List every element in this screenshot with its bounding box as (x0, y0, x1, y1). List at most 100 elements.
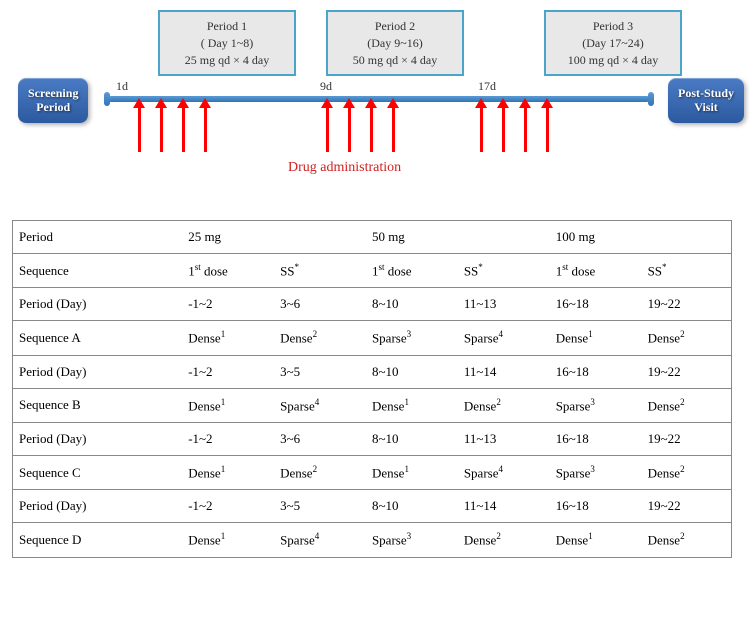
table-cell: 3~6 (274, 422, 366, 455)
table-cell: 1st dose (366, 254, 458, 288)
period-3-box: Period 3 (Day 17~24) 100 mg qd × 4 day (544, 10, 682, 76)
table-cell: 1st dose (550, 254, 642, 288)
table-cell: 8~10 (366, 490, 458, 523)
table-cell: Dense2 (642, 455, 732, 489)
table-cell: Dense1 (550, 523, 642, 557)
table-cell: Sparse3 (366, 321, 458, 355)
table-cell: Dense1 (182, 523, 274, 557)
table-cell: Sparse4 (274, 388, 366, 422)
table-cell: -1~2 (182, 288, 274, 321)
endpoint-line: Screening (28, 86, 78, 100)
timeline-cap-right (648, 92, 654, 106)
drug-arrow-icon (204, 106, 207, 152)
table-cell: Sequence (13, 254, 183, 288)
drug-arrow-icon (160, 106, 163, 152)
table-cell: Sparse3 (550, 455, 642, 489)
period-2-box: Period 2 (Day 9~16) 50 mg qd × 4 day (326, 10, 464, 76)
table-cell: 3~6 (274, 288, 366, 321)
table-cell: Dense2 (274, 455, 366, 489)
table-cell: Sequence B (13, 388, 183, 422)
table-cell: 100 mg (550, 221, 642, 254)
table-row: Period (Day)-1~23~68~1011~1316~1819~22 (13, 288, 732, 321)
table-row: Period25 mg50 mg100 mg (13, 221, 732, 254)
period-dose: 100 mg qd × 4 day (556, 52, 670, 69)
table-cell: Period (Day) (13, 490, 183, 523)
table-cell: SS* (458, 254, 550, 288)
table-cell: Dense2 (642, 523, 732, 557)
table-cell: Sparse4 (458, 321, 550, 355)
table-cell: 25 mg (182, 221, 274, 254)
endpoint-line: Post-Study (678, 86, 734, 100)
table-cell (458, 221, 550, 254)
table-cell: Sparse4 (458, 455, 550, 489)
table-cell: -1~2 (182, 355, 274, 388)
timeline-bar (108, 96, 650, 102)
table-cell: Dense1 (550, 321, 642, 355)
table-cell: 16~18 (550, 355, 642, 388)
table-cell: 16~18 (550, 422, 642, 455)
table-cell: -1~2 (182, 490, 274, 523)
table-cell: 19~22 (642, 422, 732, 455)
drug-arrow-icon (326, 106, 329, 152)
table-cell: Period (Day) (13, 355, 183, 388)
table-cell: 19~22 (642, 490, 732, 523)
period-1-box: Period 1 ( Day 1~8) 25 mg qd × 4 day (158, 10, 296, 76)
screening-period-badge: Screening Period (18, 78, 88, 123)
sequence-table: Period25 mg50 mg100 mgSequence1st doseSS… (12, 220, 732, 558)
table-cell: 8~10 (366, 288, 458, 321)
table-cell (642, 221, 732, 254)
table-cell: 11~13 (458, 422, 550, 455)
table-row: Period (Day)-1~23~58~1011~1416~1819~22 (13, 355, 732, 388)
table-cell: Period (Day) (13, 422, 183, 455)
table-cell: Period (13, 221, 183, 254)
table-row: Sequence1st doseSS*1st doseSS*1st doseSS… (13, 254, 732, 288)
drug-arrow-icon (182, 106, 185, 152)
table-row: Period (Day)-1~23~58~1011~1416~1819~22 (13, 490, 732, 523)
endpoint-line: Period (28, 100, 78, 114)
table-cell: 16~18 (550, 490, 642, 523)
table-cell: Dense1 (182, 455, 274, 489)
table-cell: Dense2 (642, 321, 732, 355)
table-cell: 11~14 (458, 490, 550, 523)
table-cell: Sparse3 (366, 523, 458, 557)
period-days: ( Day 1~8) (170, 35, 284, 52)
table-cell: -1~2 (182, 422, 274, 455)
table-row: Period (Day)-1~23~68~1011~1316~1819~22 (13, 422, 732, 455)
table-cell: Sparse3 (550, 388, 642, 422)
table-cell: Dense2 (642, 388, 732, 422)
table-cell: Dense1 (182, 321, 274, 355)
table-cell: 11~14 (458, 355, 550, 388)
table-cell: 11~13 (458, 288, 550, 321)
drug-arrow-icon (392, 106, 395, 152)
table-cell: Dense2 (458, 523, 550, 557)
table-cell: Sequence A (13, 321, 183, 355)
table-cell: SS* (642, 254, 732, 288)
table-cell: 1st dose (182, 254, 274, 288)
table-cell: 8~10 (366, 422, 458, 455)
table-row: Sequence CDense1Dense2Dense1Sparse4Spars… (13, 455, 732, 489)
table-cell: 16~18 (550, 288, 642, 321)
table-cell: 19~22 (642, 288, 732, 321)
table-cell: 3~5 (274, 490, 366, 523)
day-label: 1d (116, 79, 128, 94)
table-cell: Period (Day) (13, 288, 183, 321)
drug-administration-label: Drug administration (288, 160, 401, 176)
table-cell: Dense2 (274, 321, 366, 355)
period-days: (Day 9~16) (338, 35, 452, 52)
table-cell: Dense1 (182, 388, 274, 422)
table-cell: Dense1 (366, 388, 458, 422)
table-cell: Sparse4 (274, 523, 366, 557)
drug-arrow-icon (138, 106, 141, 152)
table-cell: 8~10 (366, 355, 458, 388)
study-timeline-diagram: Period 1 ( Day 1~8) 25 mg qd × 4 day Per… (0, 0, 754, 200)
drug-arrow-icon (370, 106, 373, 152)
table-cell: SS* (274, 254, 366, 288)
period-dose: 25 mg qd × 4 day (170, 52, 284, 69)
table-body: Period25 mg50 mg100 mgSequence1st doseSS… (13, 221, 732, 558)
endpoint-line: Visit (678, 100, 734, 114)
drug-arrow-icon (348, 106, 351, 152)
period-title: Period 3 (556, 18, 670, 35)
day-label: 17d (478, 79, 496, 94)
day-label: 9d (320, 79, 332, 94)
drug-arrow-icon (524, 106, 527, 152)
